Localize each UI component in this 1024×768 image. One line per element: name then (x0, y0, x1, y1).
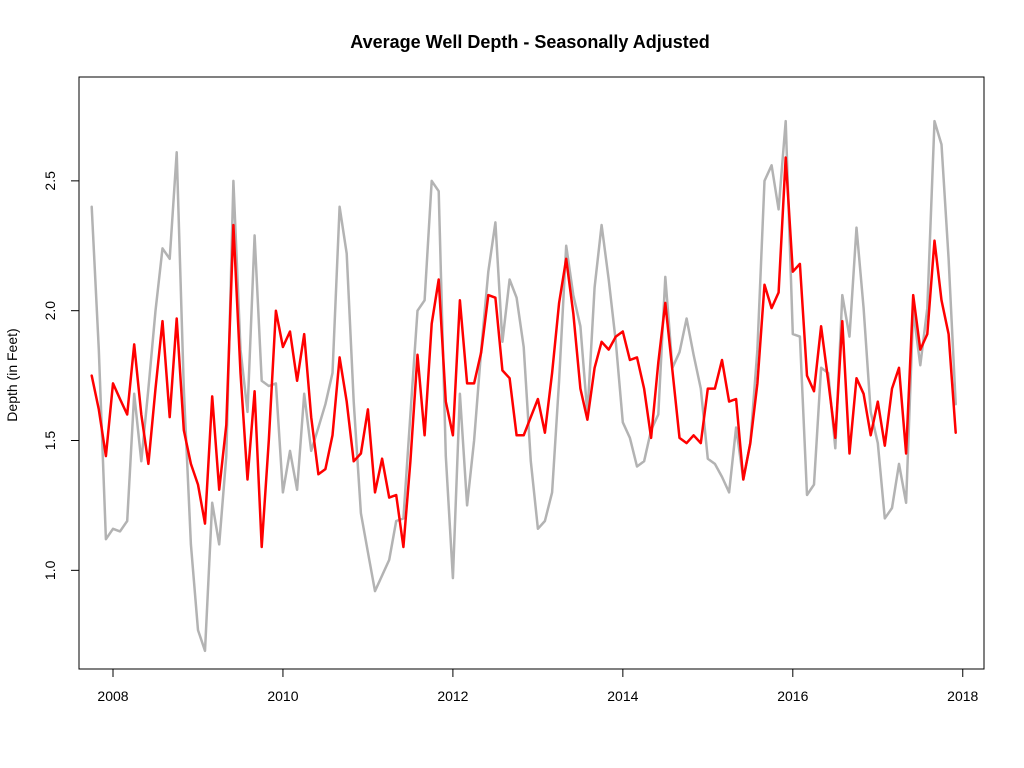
plot-frame (78, 76, 985, 670)
y-axis-label: Depth (in Feet) (4, 328, 20, 421)
x-tick-label: 2014 (607, 688, 638, 704)
series-line-2 (90, 156, 957, 549)
x-axis: 2008 2010 2012 2014 2016 2018 (97, 668, 979, 704)
x-tick-label: 2012 (437, 688, 468, 704)
y-tick-label: 2.5 (42, 171, 58, 191)
series-layer (90, 119, 957, 653)
y-tick-label: 1.0 (42, 560, 58, 580)
x-tick-label: 2008 (97, 688, 128, 704)
chart-title: Average Well Depth - Seasonally Adjusted (350, 32, 709, 52)
y-tick-label: 2.0 (42, 301, 58, 321)
series-line-1 (90, 119, 957, 653)
x-tick-label: 2010 (267, 688, 298, 704)
y-axis: 1.0 1.5 2.0 2.5 (42, 171, 80, 580)
x-tick-label: 2018 (947, 688, 978, 704)
y-tick-label: 1.5 (42, 431, 58, 451)
x-tick-label: 2016 (777, 688, 808, 704)
